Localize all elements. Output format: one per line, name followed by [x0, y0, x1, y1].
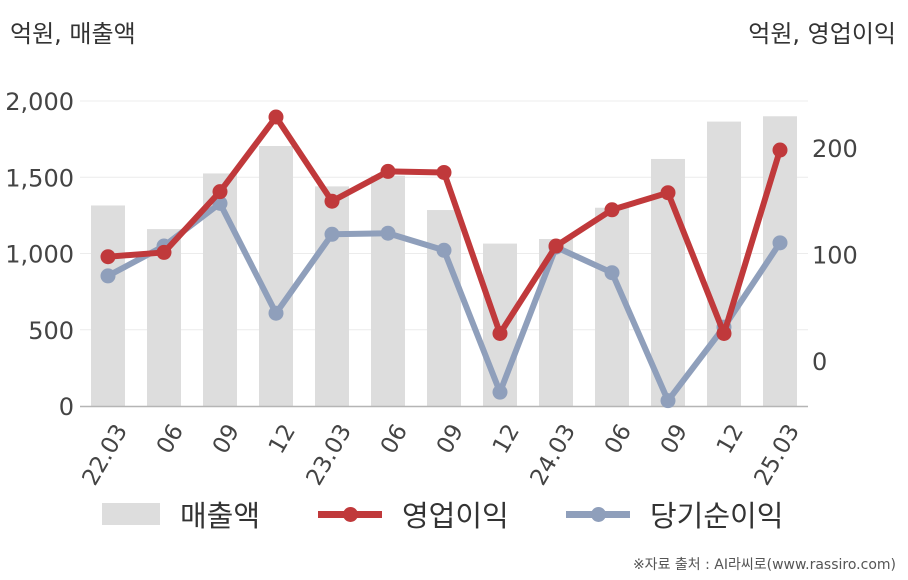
x-tick-label: 09	[432, 420, 469, 458]
operating-profit-point	[436, 164, 452, 180]
source-note: ※자료 출처 : AI라씨로(www.rassiro.com)	[632, 557, 896, 573]
operating-profit-point	[716, 325, 732, 341]
left-tick-label: 0	[59, 393, 74, 421]
operating-profit-point	[548, 238, 564, 254]
legend-swatch-revenue	[102, 503, 160, 525]
right-tick-label: 0	[812, 348, 827, 376]
revenue-bar	[595, 207, 629, 406]
net-income-point	[324, 226, 340, 242]
left-tick-label: 500	[28, 317, 74, 345]
net-income-point	[380, 225, 396, 241]
revenue-bar	[427, 210, 461, 406]
x-tick-label: 22.03	[78, 420, 133, 490]
operating-profit-point	[212, 184, 228, 200]
net-income-point	[268, 305, 284, 321]
net-income-point	[492, 384, 508, 400]
x-tick-label: 06	[376, 420, 413, 458]
legend-label-operating: 영업이익	[402, 499, 509, 533]
net-income-point	[436, 242, 452, 258]
right-tick-label: 200	[812, 135, 858, 163]
legend-item-net: 당기순이익	[566, 492, 783, 536]
x-tick-label: 09	[208, 420, 245, 458]
left-tick-label: 1,000	[5, 241, 74, 269]
legend-label-revenue: 매출액	[180, 499, 261, 533]
net-income-point	[604, 265, 620, 281]
right-axis-unit: 억원, 영업이익	[748, 20, 896, 48]
x-tick-label: 06	[152, 420, 189, 458]
legend-item-operating: 영업이익	[318, 492, 509, 536]
operating-profit-point	[100, 249, 116, 265]
revenue-bar	[259, 145, 293, 407]
net-income-point	[772, 235, 788, 251]
x-tick-label: 09	[656, 420, 693, 458]
revenue-bars	[91, 116, 797, 407]
operating-profit-point	[268, 109, 284, 125]
operating-profit-point	[156, 244, 172, 260]
revenue-bar	[91, 205, 125, 406]
operating-profit-point	[492, 325, 508, 341]
net-income-point	[100, 268, 116, 284]
x-tick-label: 06	[600, 420, 637, 458]
legend-item-revenue: 매출액	[102, 492, 260, 536]
legend-swatch-operating	[318, 503, 382, 525]
x-tick-label: 24.03	[526, 420, 581, 490]
operating-profit-point	[660, 185, 676, 201]
legend: 매출액 영업이익 당기순이익	[0, 492, 908, 542]
net-income-point	[660, 393, 676, 409]
right-tick-label: 100	[812, 242, 858, 270]
legend-label-net: 당기순이익	[650, 499, 784, 533]
revenue-bar	[707, 121, 741, 407]
operating-profit-point	[324, 193, 340, 209]
left-tick-label: 2,000	[5, 88, 74, 116]
x-tick-label: 23.03	[302, 420, 357, 490]
operating-profit-point	[380, 163, 396, 179]
revenue-bar	[315, 186, 349, 406]
operating-profit-point	[772, 142, 788, 158]
left-axis-unit: 억원, 매출액	[10, 20, 136, 48]
operating-profit-point	[604, 202, 620, 218]
left-tick-label: 1,500	[5, 164, 74, 192]
revenue-bar	[371, 175, 405, 406]
x-tick-label: 12	[712, 420, 749, 458]
legend-swatch-net	[566, 503, 630, 525]
series-lines	[100, 109, 788, 409]
x-tick-label: 12	[488, 420, 525, 458]
x-tick-label: 25.03	[750, 420, 805, 490]
x-tick-label: 12	[264, 420, 301, 458]
